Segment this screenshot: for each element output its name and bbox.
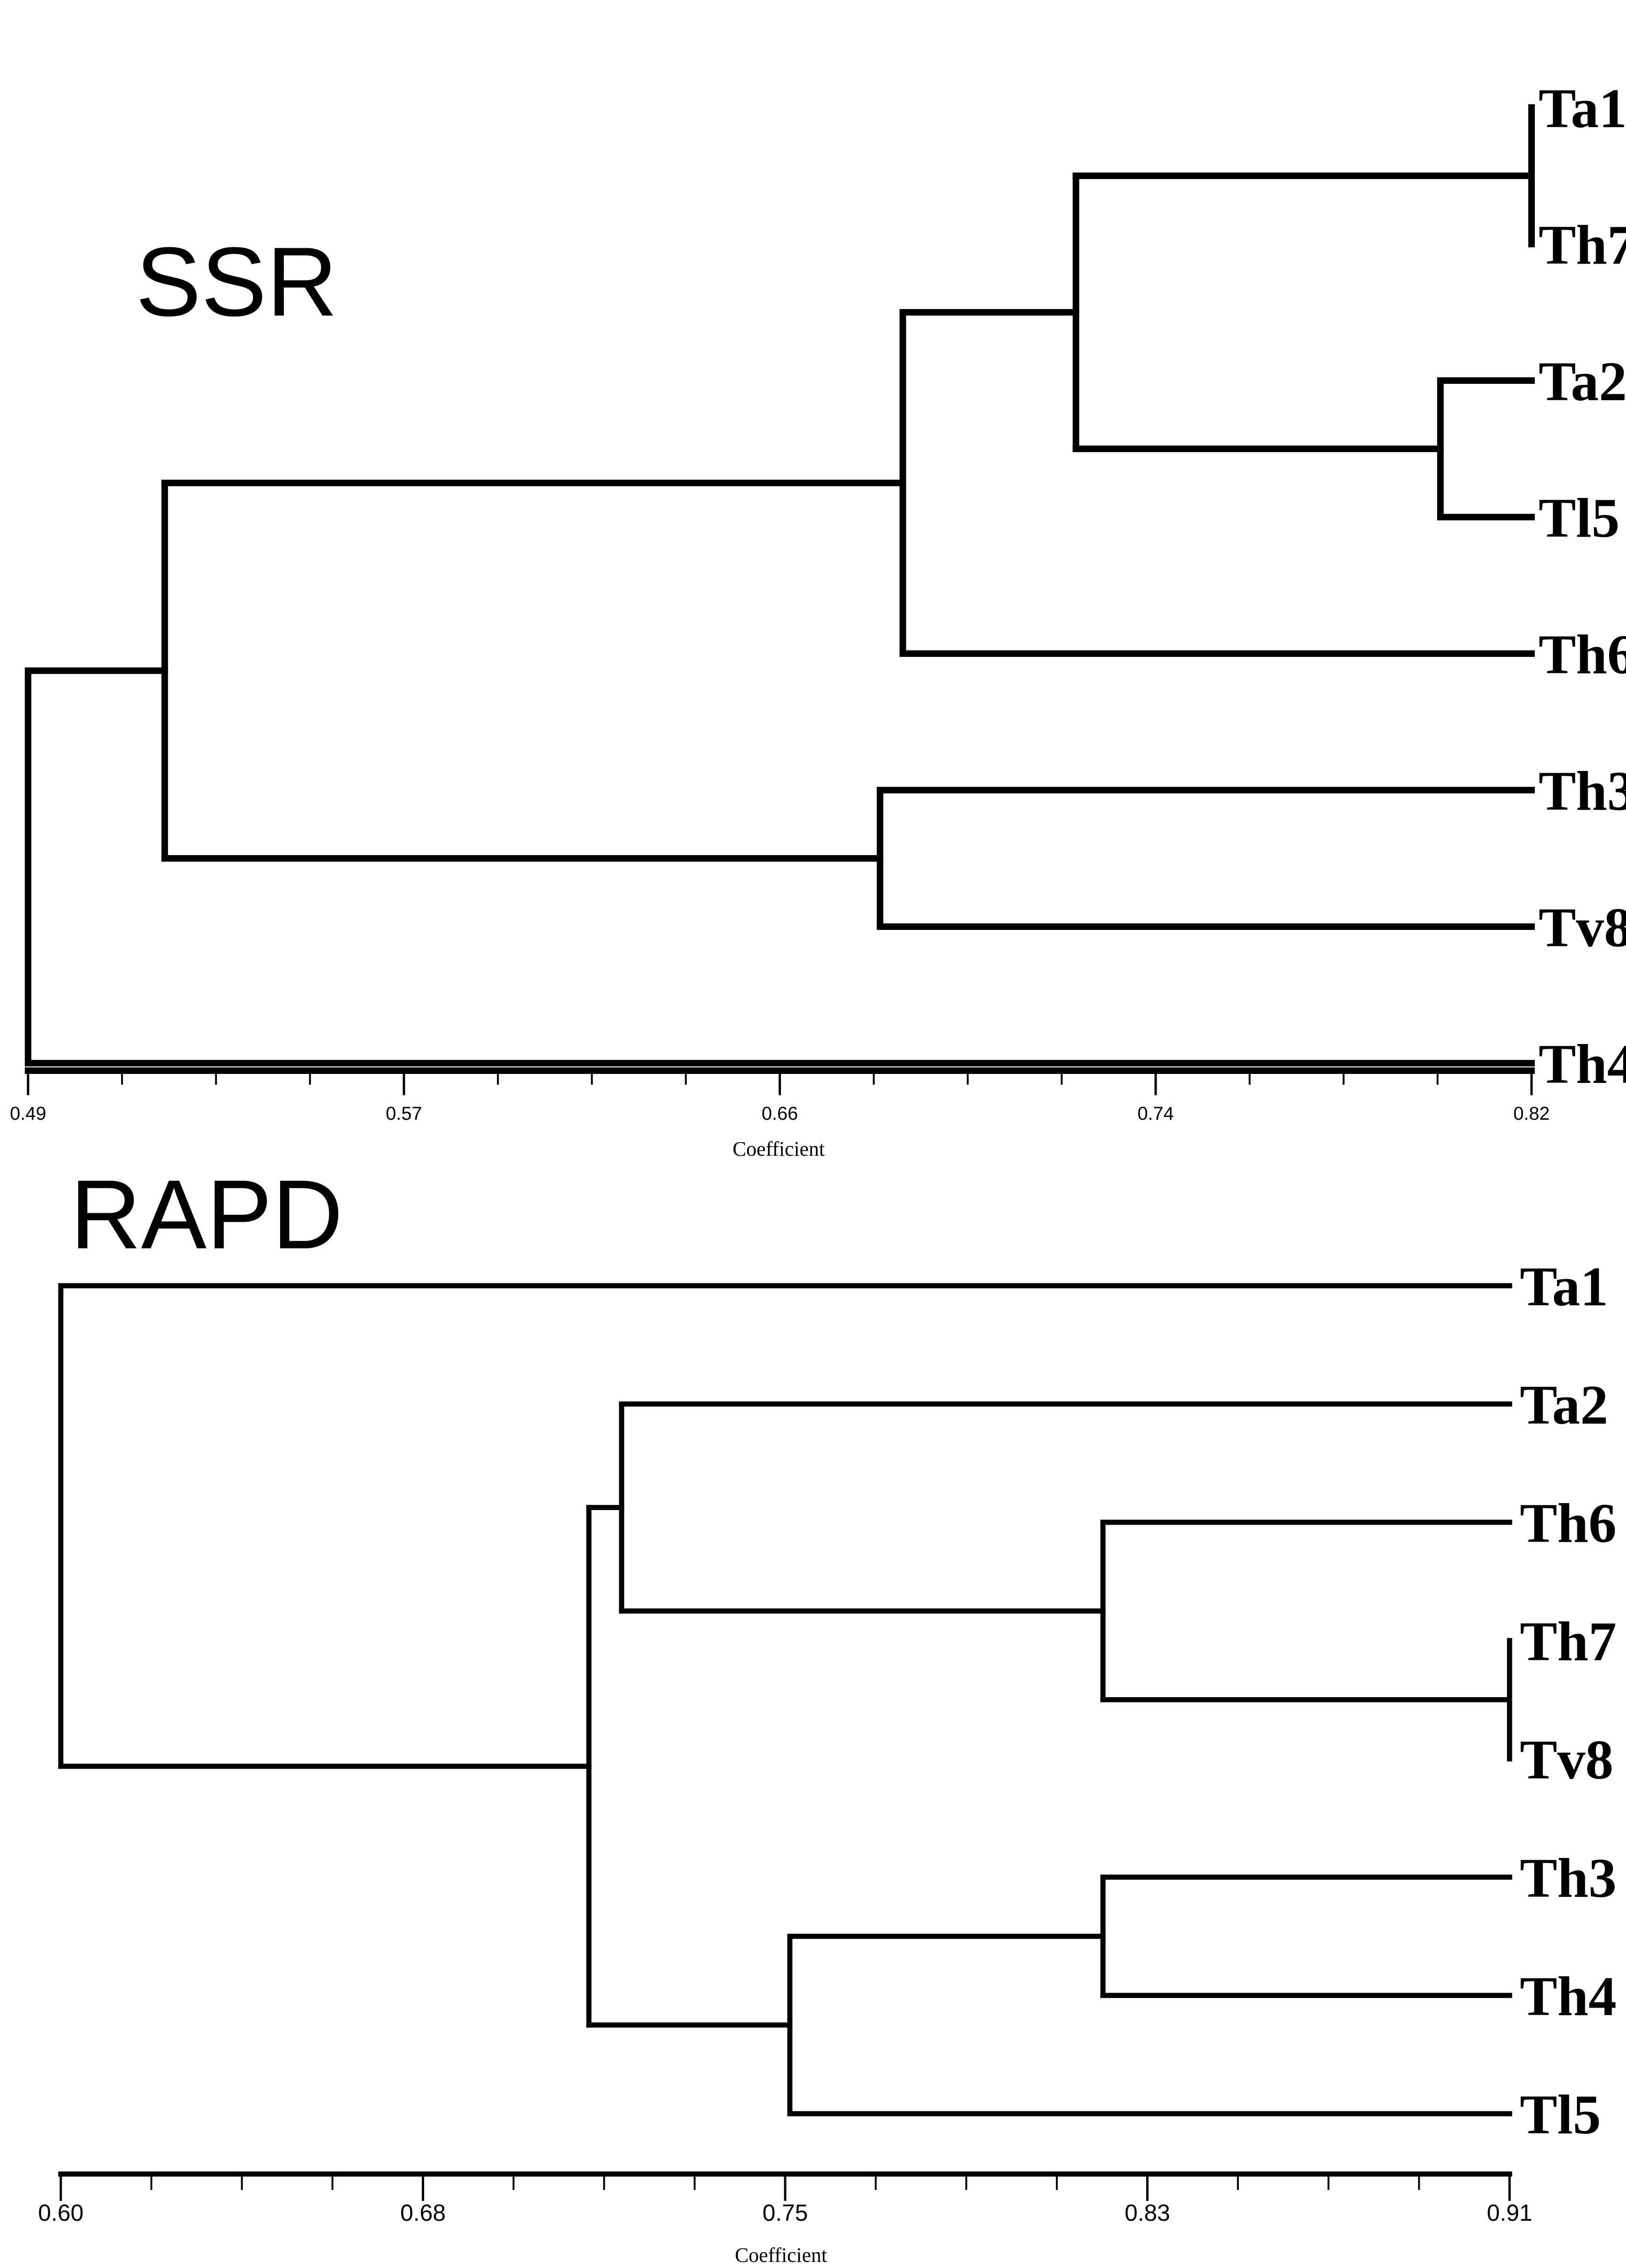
ssr-axis-tick-label: 0.49: [10, 1103, 46, 1124]
ssr-panel-title: SSR: [136, 227, 338, 337]
ssr-axis-tick-label: 0.74: [1137, 1103, 1174, 1124]
rapd-panel-title: RAPD: [70, 1159, 343, 1269]
ssr-leaf-label-th3: Th3: [1539, 760, 1626, 822]
rapd-leaf-label-tl5: Tl5: [1520, 2083, 1601, 2146]
ssr-leaf-label-th4: Th4: [1539, 1033, 1626, 1095]
rapd-leaf-label-ta2: Ta2: [1520, 1374, 1608, 1436]
ssr-leaf-label-ta1: Ta1: [1539, 77, 1626, 139]
ssr-branches: [25, 104, 1535, 1066]
rapd-leaf-label-th3: Th3: [1520, 1847, 1617, 1909]
rapd-coefficient-axis: 0.60 0.68 0.75 0.83 0.91: [38, 2171, 1532, 2226]
ssr-leaf-label-tl5: Tl5: [1539, 487, 1619, 549]
rapd-axis-tick-label: 0.60: [38, 2200, 83, 2226]
rapd-axis-tick-label: 0.68: [400, 2200, 446, 2226]
rapd-leaf-label-th7: Th7: [1520, 1610, 1617, 1672]
rapd-leaf-label-ta1: Ta1: [1520, 1255, 1608, 1318]
rapd-leaf-label-th6: Th6: [1520, 1492, 1617, 1554]
rapd-leaf-labels: Ta1 Ta2 Th6 Th7 Tv8 Th3 Th4 Tl5: [1520, 1255, 1617, 2146]
rapd-axis-tick-label: 0.91: [1487, 2200, 1532, 2226]
ssr-coefficient-axis: 0.49 0.57 0.66 0.74 0.82: [10, 1067, 1550, 1124]
rapd-axis-tick-label: 0.83: [1125, 2200, 1170, 2226]
ssr-leaf-label-ta2: Ta2: [1539, 350, 1626, 412]
rapd-leaf-label-tv8: Tv8: [1520, 1728, 1613, 1791]
ssr-axis-title: Coefficient: [732, 1138, 824, 1160]
ssr-leaf-label-th6: Th6: [1539, 623, 1626, 685]
ssr-dendrogram-panel: SSR Ta1 Th7 Ta2 Tl5 Th6 Th3 Tv8 Th4 0.49 0.57 0.6…: [10, 77, 1626, 1160]
rapd-leaf-label-th4: Th4: [1520, 1965, 1617, 2027]
ssr-leaf-labels: Ta1 Th7 Ta2 Tl5 Th6 Th3 Tv8 Th4: [1539, 77, 1626, 1095]
rapd-axis-tick-label: 0.75: [762, 2200, 808, 2226]
ssr-axis-tick-label: 0.82: [1513, 1103, 1550, 1124]
ssr-leaf-label-tv8: Tv8: [1539, 896, 1626, 958]
rapd-axis-title: Coefficient: [735, 2244, 827, 2267]
ssr-leaf-label-th7: Th7: [1539, 214, 1626, 276]
ssr-axis-tick-label: 0.66: [762, 1103, 798, 1124]
ssr-axis-tick-label: 0.57: [386, 1103, 422, 1124]
rapd-branches: [58, 1283, 1512, 2117]
